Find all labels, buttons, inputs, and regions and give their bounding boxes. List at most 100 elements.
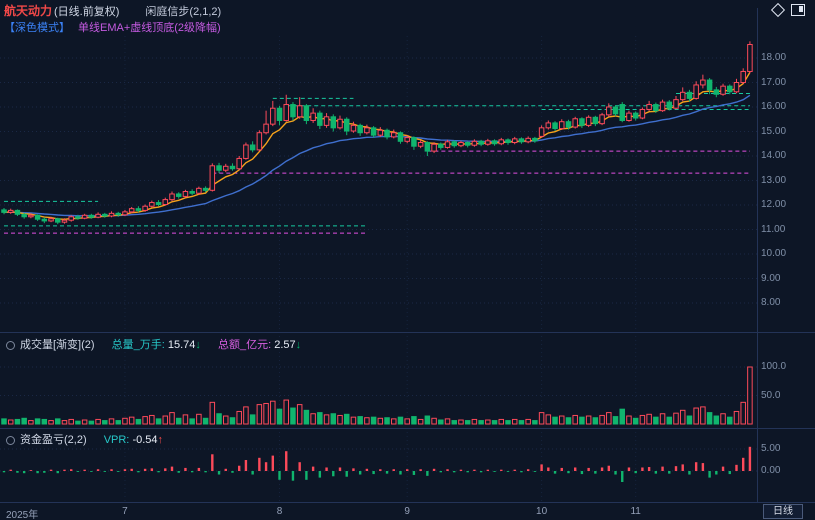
- volume-bar: [175, 417, 182, 425]
- candle-body: [733, 82, 740, 93]
- candle-body: [666, 101, 673, 109]
- volume-bar: [236, 410, 242, 425]
- volume-bar: [498, 418, 505, 425]
- volume-bar: [612, 416, 619, 425]
- candle-body: [270, 107, 276, 125]
- candle-body: [48, 218, 54, 222]
- fund-bar: [466, 471, 469, 473]
- candle-body: [727, 85, 733, 93]
- candle-body: [384, 129, 390, 138]
- fund-bar: [694, 462, 698, 471]
- candle-body: [438, 143, 444, 148]
- volume-bar: [256, 404, 263, 425]
- fund-bar: [574, 467, 577, 471]
- fund-bar: [614, 471, 617, 475]
- candle-body: [68, 216, 74, 221]
- volume-bar: [343, 413, 350, 425]
- volume-bar: [61, 420, 68, 425]
- volume-bar: [55, 418, 61, 425]
- volume-bar: [330, 413, 337, 425]
- fund-bar: [560, 467, 563, 471]
- volume-bar: [606, 412, 612, 425]
- fund-bar: [621, 471, 624, 482]
- candle-body: [464, 142, 471, 146]
- fund-bar: [358, 471, 362, 475]
- candle-body: [41, 218, 48, 222]
- candle-body: [142, 205, 148, 211]
- volume-bar: [572, 414, 578, 425]
- volume-bar: [632, 417, 639, 425]
- fund-bar: [9, 469, 12, 471]
- fund-bar: [123, 469, 127, 471]
- fund-bar: [426, 471, 429, 476]
- fund-bar: [486, 469, 490, 471]
- candle-body: [364, 127, 370, 134]
- fund-bar: [735, 464, 738, 471]
- candle-body: [747, 44, 753, 72]
- fund-bar: [439, 471, 442, 473]
- fund-bar: [298, 462, 301, 471]
- candle-body: [397, 132, 404, 142]
- volume-bar: [471, 418, 478, 425]
- volume-bar: [673, 412, 679, 425]
- candle-body: [162, 199, 169, 206]
- candle-body: [404, 137, 410, 142]
- candle-body: [115, 212, 121, 216]
- candle-body: [196, 187, 202, 194]
- fund-bar: [674, 466, 678, 471]
- fund-bar: [83, 469, 86, 471]
- candle-body: [14, 209, 21, 215]
- volume-bar: [559, 415, 565, 425]
- fund-bar: [352, 468, 355, 471]
- candle-body: [626, 112, 632, 121]
- fund-bar: [90, 471, 93, 472]
- volume-bar: [451, 420, 457, 425]
- volume-bar: [619, 408, 625, 425]
- candle-body: [606, 106, 612, 116]
- candle-body: [632, 112, 639, 119]
- volume-bar: [653, 416, 659, 425]
- period-button[interactable]: 日线: [763, 504, 803, 519]
- volume-bar: [209, 401, 216, 425]
- volume-bar: [417, 418, 424, 425]
- volume-bar: [391, 418, 397, 425]
- volume-bar: [317, 412, 323, 425]
- candle-body: [545, 122, 552, 129]
- volume-bar: [202, 417, 209, 425]
- candle-body: [673, 99, 679, 109]
- candle-body: [559, 121, 565, 130]
- volume-bar: [646, 413, 652, 425]
- fund-bar: [143, 468, 147, 471]
- fund-bar: [285, 451, 288, 471]
- volume-bar: [243, 406, 249, 425]
- fund-bar: [446, 469, 449, 471]
- candle-body: [7, 209, 14, 213]
- volume-bar: [115, 420, 121, 425]
- candle-body: [202, 187, 209, 191]
- fund-bar: [661, 466, 664, 471]
- volume-bar: [75, 420, 81, 425]
- fund-bar: [204, 471, 207, 473]
- fund-bar: [600, 467, 604, 471]
- candle-body: [370, 127, 377, 136]
- volume-bar: [599, 414, 605, 425]
- fund-bar: [379, 469, 382, 471]
- volume-bar: [397, 416, 404, 425]
- fund-bar: [668, 471, 671, 474]
- fund-bar: [385, 471, 389, 474]
- candle-body: [740, 70, 746, 83]
- volume-bar: [81, 419, 88, 425]
- fund-bar: [721, 466, 725, 471]
- fund-bar: [627, 467, 631, 471]
- fund-bar: [580, 471, 584, 475]
- volume-bar: [639, 414, 646, 425]
- volume-bar: [444, 418, 451, 425]
- fund-bar: [493, 471, 496, 472]
- volume-bar: [592, 417, 599, 425]
- volume-bar: [34, 418, 41, 425]
- fund-bar: [338, 467, 342, 471]
- fund-bar: [224, 468, 227, 471]
- candle-body: [337, 118, 343, 129]
- fund-bar: [258, 457, 261, 471]
